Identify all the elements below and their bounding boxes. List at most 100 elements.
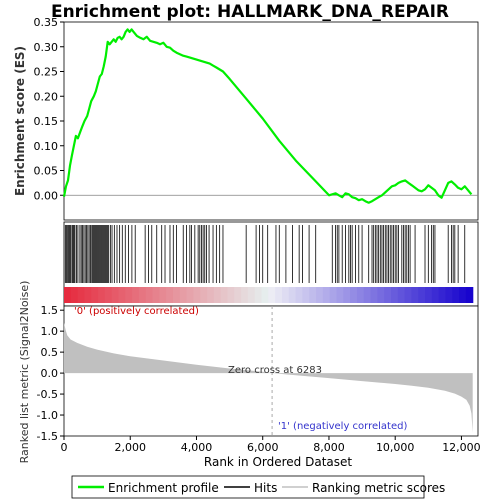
color-bar-segment bbox=[241, 287, 249, 303]
x-tick-label: 0 bbox=[61, 441, 68, 454]
color-bar-segment bbox=[350, 287, 358, 303]
color-bar-segment bbox=[397, 287, 406, 303]
x-axis: 0 2,000 4,000 6,000 8,000 10,000 12,000 bbox=[61, 436, 481, 454]
color-bar-segment bbox=[98, 287, 106, 303]
es-y-tick-label: 0.30 bbox=[34, 41, 59, 54]
color-bar-segment bbox=[138, 287, 147, 303]
color-bar-segment bbox=[404, 287, 412, 303]
legend-label-hits: Hits bbox=[254, 481, 277, 495]
color-bar-segment bbox=[343, 287, 351, 303]
ranking-y-tick-label: 0.5 bbox=[41, 346, 59, 359]
es-y-tick-label: 0.05 bbox=[34, 165, 59, 178]
ranking-y-tick-label: 1.5 bbox=[41, 304, 59, 317]
x-tick-label: 2,000 bbox=[114, 441, 146, 454]
color-bar-segment bbox=[275, 287, 283, 303]
es-y-tick-label: 0.20 bbox=[34, 90, 59, 103]
color-bar-segment bbox=[77, 287, 86, 303]
color-bar-segment bbox=[281, 287, 290, 303]
color-bar-segment bbox=[125, 287, 133, 303]
es-y-tick-label: 0.25 bbox=[34, 66, 59, 79]
color-bar-segment bbox=[288, 287, 297, 303]
color-bar-segment bbox=[384, 287, 392, 303]
ranking-y-label: Ranked list metric (Signal2Noise) bbox=[18, 281, 31, 464]
color-bar-segment bbox=[213, 287, 222, 303]
color-bar-segment bbox=[302, 287, 310, 303]
color-bar-segment bbox=[390, 287, 399, 303]
legend-item-enrichment-profile: Enrichment profile bbox=[78, 481, 219, 495]
x-tick-label: 6,000 bbox=[247, 441, 279, 454]
color-bar-segment bbox=[356, 287, 365, 303]
legend-label-ranking-metric-scores: Ranking metric scores bbox=[312, 481, 445, 495]
color-bar-segment bbox=[336, 287, 344, 303]
color-bar-segment bbox=[227, 287, 235, 303]
ranking-metric-area bbox=[64, 322, 473, 433]
color-bar-segment bbox=[316, 287, 324, 303]
es-y-label: Enrichment score (ES) bbox=[13, 46, 27, 196]
color-bar-segment bbox=[411, 287, 419, 303]
color-bar-segment bbox=[234, 287, 242, 303]
hit-marks bbox=[64, 225, 466, 283]
x-tick-label: 12,000 bbox=[442, 441, 481, 454]
color-bar-segment bbox=[465, 287, 474, 303]
ranking-y-tick-label: -1.5 bbox=[37, 430, 58, 443]
chart-title: Enrichment plot: HALLMARK_DNA_REPAIR bbox=[51, 2, 449, 22]
color-bar-segment bbox=[172, 287, 181, 303]
color-bar-segment bbox=[118, 287, 126, 303]
color-bar-segment bbox=[200, 287, 208, 303]
color-bar-segment bbox=[452, 287, 460, 303]
color-bar-segment bbox=[64, 287, 72, 303]
es-y-tick-label: 0.35 bbox=[34, 16, 59, 29]
es-y-tick-label: 0.00 bbox=[34, 189, 59, 202]
color-bar-segment bbox=[438, 287, 447, 303]
color-bar-segment bbox=[377, 287, 385, 303]
x-tick-label: 8,000 bbox=[313, 441, 345, 454]
color-bar-segment bbox=[104, 287, 113, 303]
legend-label-enrichment-profile: Enrichment profile bbox=[108, 481, 219, 495]
color-bar-segment bbox=[145, 287, 154, 303]
legend-item-ranking-metric-scores: Ranking metric scores bbox=[282, 481, 445, 495]
negative-correlation-label: '1' (negatively correlated) bbox=[278, 421, 407, 432]
color-bar-segment bbox=[152, 287, 160, 303]
es-y-tick-label: 0.10 bbox=[34, 140, 59, 153]
x-tick-label: 10,000 bbox=[376, 441, 415, 454]
es-y-axis: 0.00 0.05 0.10 0.15 0.20 0.25 0.30 0.35 bbox=[34, 16, 64, 202]
enrichment-profile-line bbox=[62, 28, 473, 204]
legend-item-hits: Hits bbox=[224, 481, 277, 495]
color-bar-segment bbox=[91, 287, 99, 303]
color-bar-segment bbox=[261, 287, 269, 303]
color-bar-segment bbox=[186, 287, 195, 303]
es-panel-frame bbox=[63, 21, 479, 221]
color-bar-segment bbox=[431, 287, 440, 303]
color-bar-segment bbox=[425, 287, 433, 303]
ranking-y-tick-label: 0.0 bbox=[41, 367, 59, 380]
ranking-y-tick-label: -0.5 bbox=[37, 388, 58, 401]
x-tick-label: 4,000 bbox=[181, 441, 213, 454]
color-bar-segment bbox=[370, 287, 378, 303]
color-bar-segment bbox=[84, 287, 92, 303]
color-bar-segment bbox=[132, 287, 140, 303]
color-bar-segment bbox=[207, 287, 215, 303]
x-axis-label: Rank in Ordered Dataset bbox=[204, 455, 352, 469]
ranking-color-bar bbox=[64, 287, 474, 303]
color-bar-segment bbox=[309, 287, 317, 303]
ranking-y-tick-label: -1.0 bbox=[37, 409, 58, 422]
color-bar-segment bbox=[247, 287, 256, 303]
color-bar-segment bbox=[459, 287, 467, 303]
color-bar-segment bbox=[322, 287, 331, 303]
color-bar-segment bbox=[445, 287, 453, 303]
color-bar-segment bbox=[159, 287, 167, 303]
zero-cross-label: Zero cross at 6283 bbox=[228, 365, 322, 376]
ranking-y-axis: -1.5 -1.0 -0.5 0.0 0.5 1.0 1.5 bbox=[37, 304, 64, 443]
color-bar-segment bbox=[70, 287, 79, 303]
color-bar-segment bbox=[254, 287, 263, 303]
color-bar-segment bbox=[166, 287, 174, 303]
color-bar-segment bbox=[111, 287, 120, 303]
color-bar-segment bbox=[329, 287, 338, 303]
color-bar-segment bbox=[418, 287, 426, 303]
es-y-tick-label: 0.15 bbox=[34, 115, 59, 128]
color-bar-segment bbox=[179, 287, 188, 303]
color-bar-segment bbox=[268, 287, 276, 303]
positive-correlation-label: '0' (positively correlated) bbox=[74, 306, 199, 317]
color-bar-segment bbox=[220, 287, 229, 303]
